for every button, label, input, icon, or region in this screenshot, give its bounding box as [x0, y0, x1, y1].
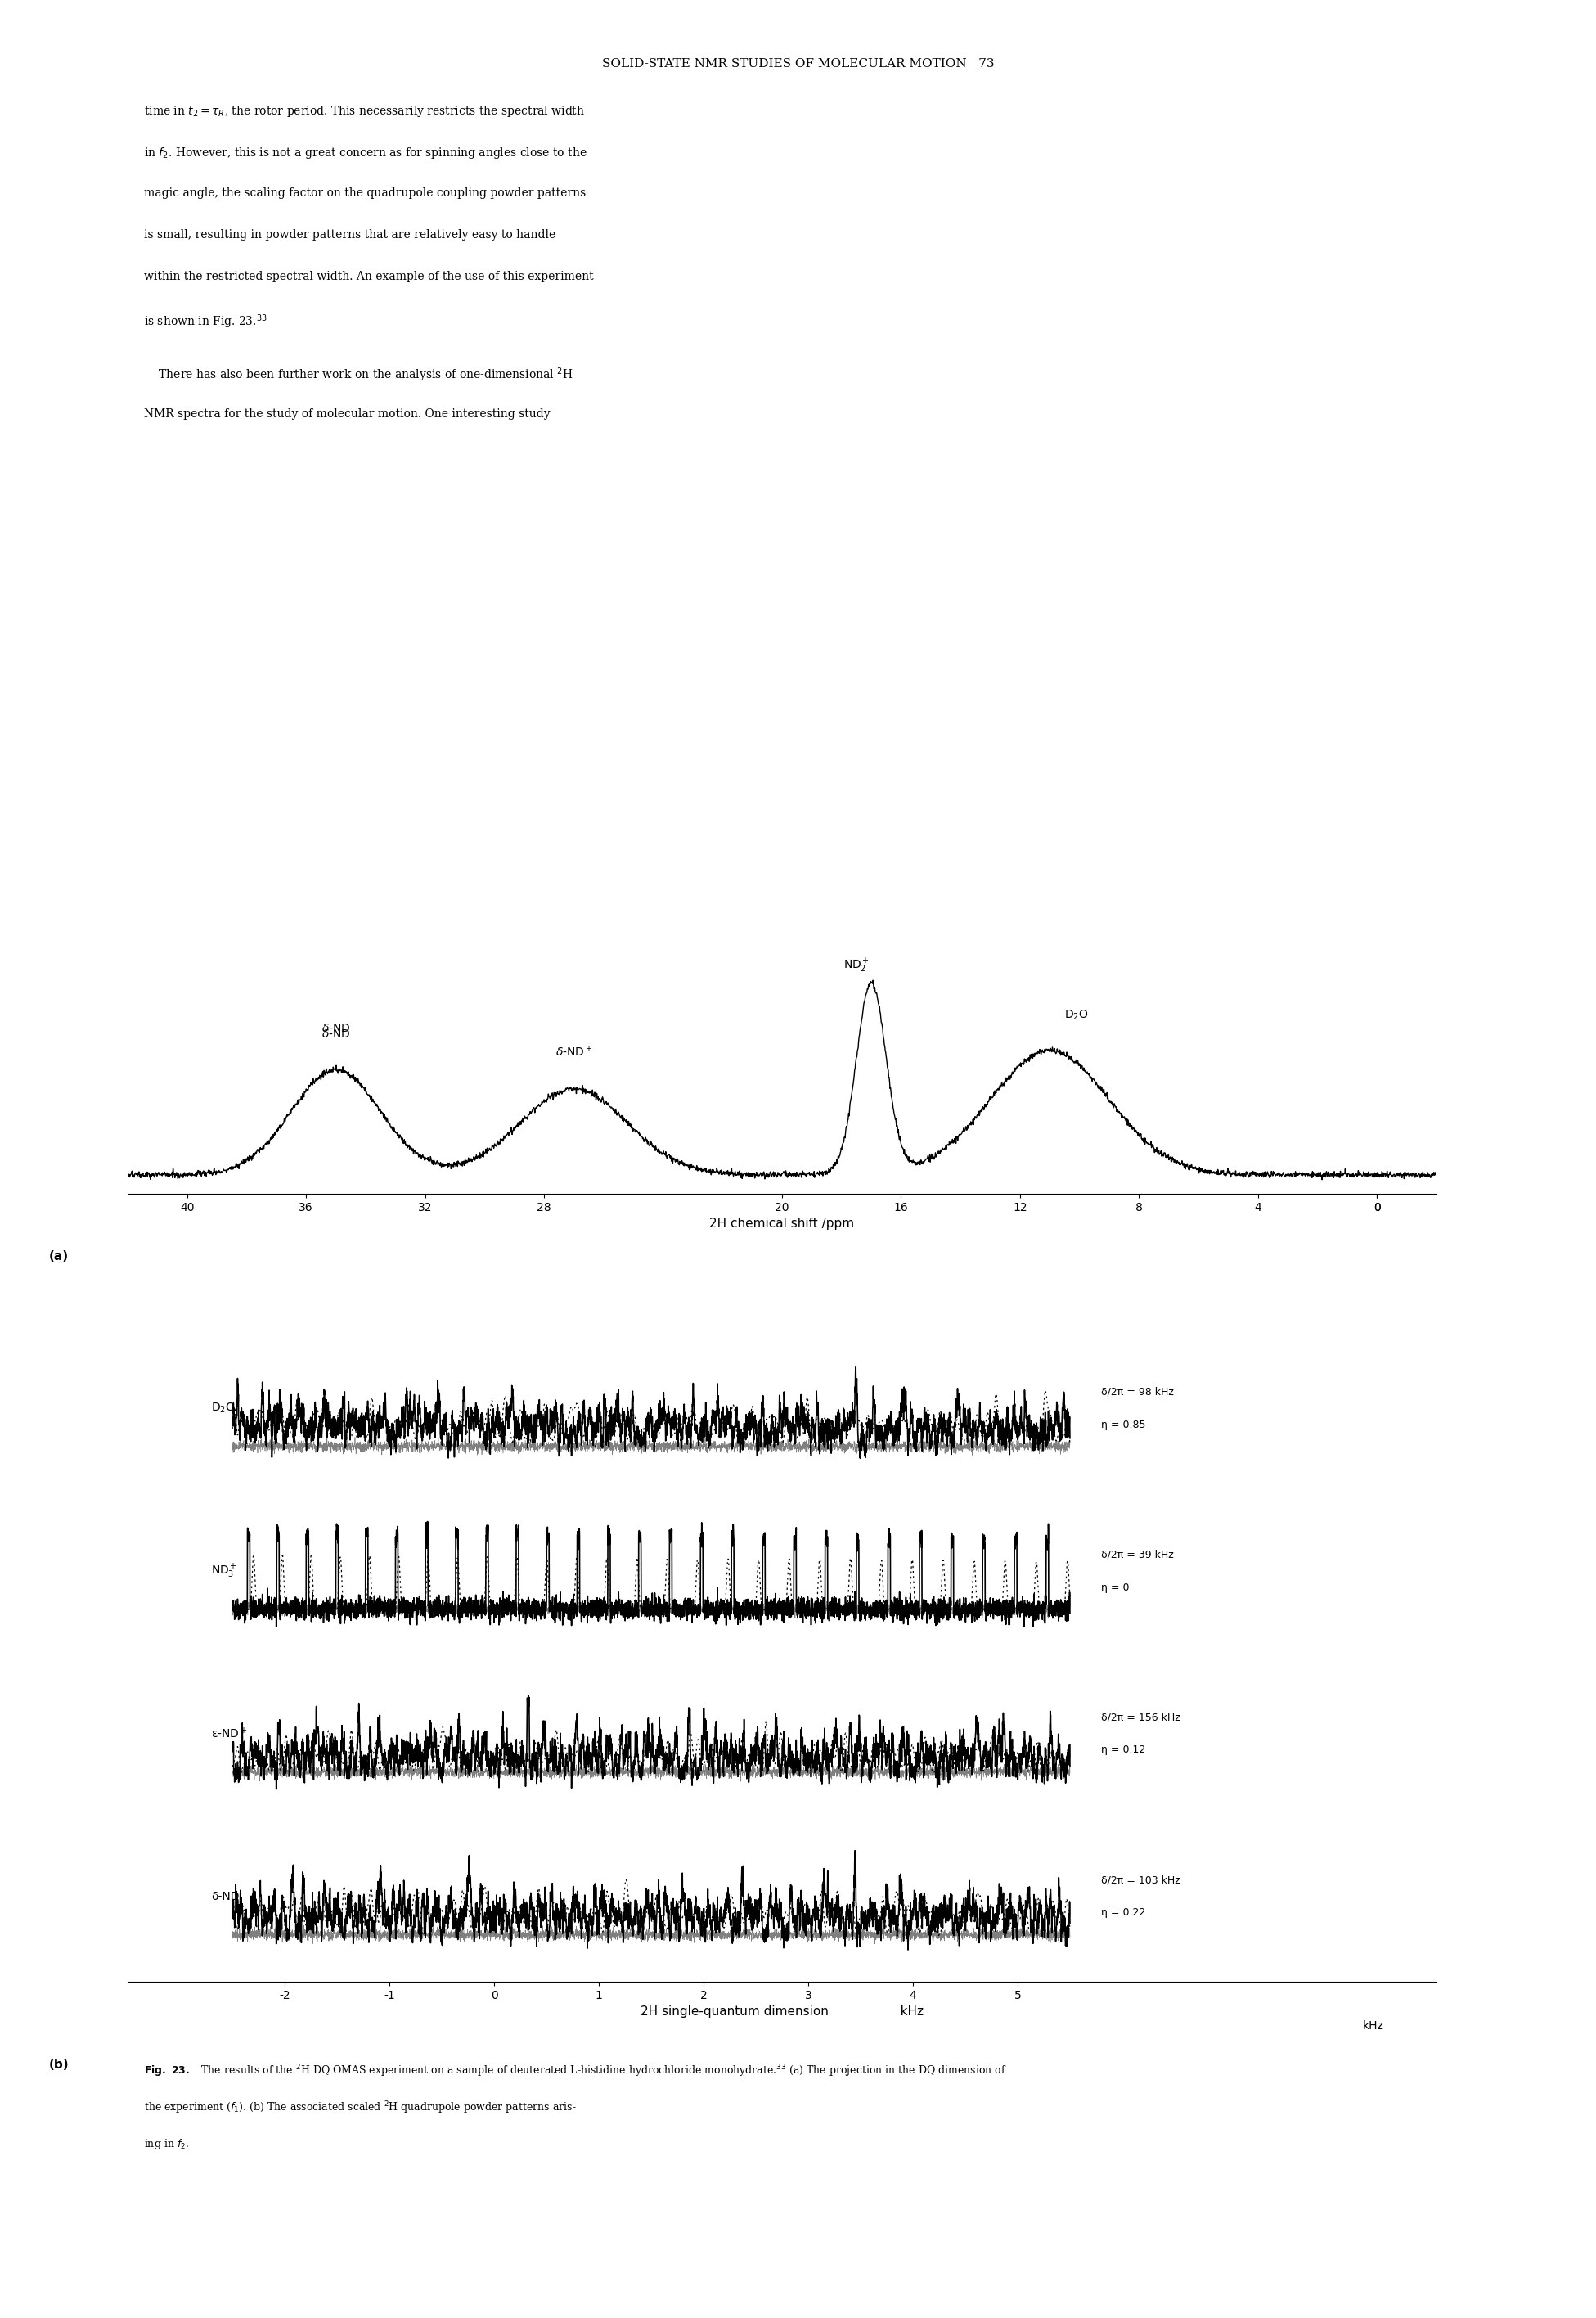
- Text: the experiment ($f_1$). (b) The associated scaled $^2$H quadrupole powder patter: the experiment ($f_1$). (b) The associat…: [144, 2100, 576, 2116]
- X-axis label: 2H single-quantum dimension                  kHz: 2H single-quantum dimension kHz: [640, 2005, 924, 2019]
- Text: NMR spectra for the study of molecular motion. One interesting study: NMR spectra for the study of molecular m…: [144, 408, 551, 420]
- Text: within the restricted spectral width. An example of the use of this experiment: within the restricted spectral width. An…: [144, 271, 594, 283]
- Text: $\delta$-ND$^+$: $\delta$-ND$^+$: [555, 1045, 592, 1059]
- Text: δ/2π = 156 kHz: δ/2π = 156 kHz: [1101, 1713, 1181, 1722]
- X-axis label: 2H chemical shift /ppm: 2H chemical shift /ppm: [710, 1217, 854, 1231]
- Text: is shown in Fig. 23.$^{33}$: is shown in Fig. 23.$^{33}$: [144, 313, 267, 331]
- Text: D$_2$O: D$_2$O: [211, 1402, 236, 1414]
- Text: ND$_3^+$: ND$_3^+$: [211, 1562, 238, 1581]
- Text: η = 0.12: η = 0.12: [1101, 1745, 1146, 1755]
- Text: (a): (a): [49, 1252, 69, 1263]
- Text: δ/2π = 103 kHz: δ/2π = 103 kHz: [1101, 1875, 1181, 1885]
- Text: is small, resulting in powder patterns that are relatively easy to handle: is small, resulting in powder patterns t…: [144, 229, 555, 241]
- Text: in $f_2$. However, this is not a great concern as for spinning angles close to t: in $f_2$. However, this is not a great c…: [144, 146, 587, 160]
- Text: $\delta$-ND: $\delta$-ND: [321, 1029, 351, 1041]
- Text: δ/2π = 98 kHz: δ/2π = 98 kHz: [1101, 1386, 1175, 1398]
- Text: η = 0.22: η = 0.22: [1101, 1908, 1146, 1917]
- Text: kHz: kHz: [1363, 2021, 1384, 2033]
- Text: $\delta$-ND: $\delta$-ND: [321, 1022, 351, 1034]
- Text: $\mathbf{Fig.\ 23.}$   The results of the $^2$H DQ OMAS experiment on a sample o: $\mathbf{Fig.\ 23.}$ The results of the …: [144, 2063, 1005, 2079]
- Text: ing in $f_2$.: ing in $f_2$.: [144, 2137, 188, 2151]
- Text: magic angle, the scaling factor on the quadrupole coupling powder patterns: magic angle, the scaling factor on the q…: [144, 188, 586, 199]
- Text: time in $t_2 = \tau_R$, the rotor period. This necessarily restricts the spectra: time in $t_2 = \tau_R$, the rotor period…: [144, 104, 584, 118]
- Text: (b): (b): [49, 2058, 69, 2070]
- Text: ε-ND$^+$: ε-ND$^+$: [211, 1727, 247, 1741]
- Text: η = 0.85: η = 0.85: [1101, 1419, 1146, 1430]
- Text: δ-ND: δ-ND: [211, 1891, 239, 1903]
- Text: There has also been further work on the analysis of one-dimensional $^2$H: There has also been further work on the …: [144, 366, 573, 385]
- Text: δ/2π = 39 kHz: δ/2π = 39 kHz: [1101, 1548, 1175, 1560]
- Text: η = 0: η = 0: [1101, 1581, 1130, 1592]
- Text: SOLID-STATE NMR STUDIES OF MOLECULAR MOTION   73: SOLID-STATE NMR STUDIES OF MOLECULAR MOT…: [602, 58, 994, 70]
- Text: ND$_2^+$: ND$_2^+$: [843, 957, 870, 974]
- Text: D$_2$O: D$_2$O: [1065, 1008, 1088, 1022]
